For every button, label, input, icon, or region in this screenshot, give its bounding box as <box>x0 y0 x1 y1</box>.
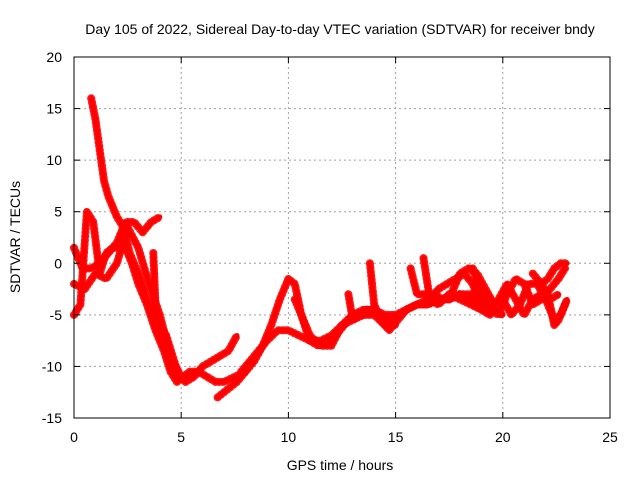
plot-frame <box>73 56 611 419</box>
series-markers-pass-8 <box>290 290 507 350</box>
axes <box>73 56 611 419</box>
y-tick-label: 0 <box>54 255 62 271</box>
x-tick-label: 5 <box>177 429 185 445</box>
y-axis-label: SDTVAR / TECUs <box>7 181 23 293</box>
chart-title: Day 105 of 2022, Sidereal Day-to-day VTE… <box>85 21 594 37</box>
y-tick-label: 20 <box>46 49 62 65</box>
x-axis-label: GPS time / hours <box>287 457 394 473</box>
x-tick-label: 25 <box>602 429 618 445</box>
x-tick-label: 0 <box>70 429 78 445</box>
x-tick-label: 20 <box>495 429 511 445</box>
grid-lines <box>74 57 610 418</box>
series-markers-pass-12 <box>419 254 563 319</box>
y-tick-label: -15 <box>42 410 62 426</box>
y-tick-label: 15 <box>46 101 62 117</box>
tick-labels: 0 5 10 15 20 25 -15 -10 -5 0 5 10 15 20 <box>42 49 618 445</box>
series-markers-pass-16 <box>537 259 572 288</box>
series-markers-pass-1 <box>70 212 164 273</box>
x-tick-label: 15 <box>388 429 404 445</box>
series-markers-pass-13 <box>468 264 569 319</box>
series-markers-pass-9 <box>344 290 400 330</box>
series-markers-pass-5 <box>149 249 241 386</box>
y-tick-label: -5 <box>50 307 63 323</box>
series-markers-pass-10 <box>365 259 497 335</box>
data-series <box>70 94 572 402</box>
x-tick-label: 10 <box>281 429 297 445</box>
y-tick-label: 10 <box>46 152 62 168</box>
y-tick-label: -10 <box>42 358 62 374</box>
y-tick-label: 5 <box>54 204 62 220</box>
